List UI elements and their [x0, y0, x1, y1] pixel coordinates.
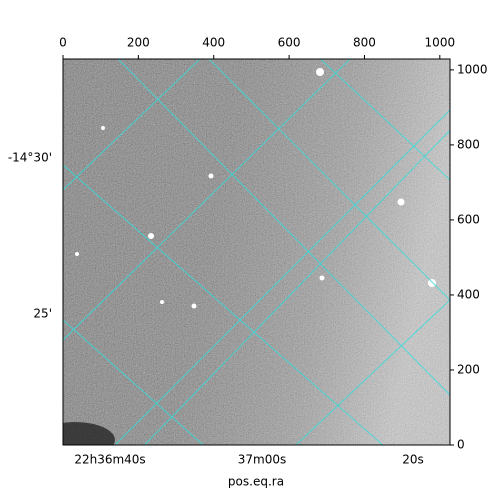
x-tick-label: 200: [127, 36, 150, 50]
x-tick-label: 600: [278, 36, 301, 50]
x-tick-label: 800: [353, 36, 376, 50]
frame: [62, 58, 451, 446]
grid-line: [63, 59, 201, 191]
grid-line: [143, 129, 450, 445]
x-tick-label: 400: [202, 36, 225, 50]
grid-line: [114, 109, 450, 445]
x-axis-label: pos.eq.ra: [228, 475, 284, 489]
y-tick-label: 200: [457, 362, 480, 376]
grid-line: [63, 319, 204, 445]
y-tick-label: 1000: [457, 62, 488, 76]
x-tick-label: 1000: [425, 36, 456, 50]
grid-line: [63, 59, 351, 341]
y-tick-label: 400: [457, 287, 480, 301]
dec-tick-label: -14°30': [8, 151, 52, 165]
y-tick-label: 0: [457, 438, 465, 452]
grid-line: [63, 164, 384, 445]
grid-line: [208, 59, 450, 301]
ra-tick-label: 22h36m40s: [74, 453, 145, 467]
dec-tick-label: 25': [33, 307, 52, 321]
x-tick-label: 0: [59, 36, 67, 50]
y-tick-label: 600: [457, 212, 480, 226]
grid-line: [117, 59, 450, 396]
image: [63, 59, 450, 445]
y-tick-label: 800: [457, 137, 480, 151]
coordinate-grid: [63, 59, 450, 445]
ra-tick-label: 20s: [402, 453, 424, 467]
ra-tick-label: 37m00s: [238, 453, 286, 467]
grid-line: [295, 299, 450, 445]
